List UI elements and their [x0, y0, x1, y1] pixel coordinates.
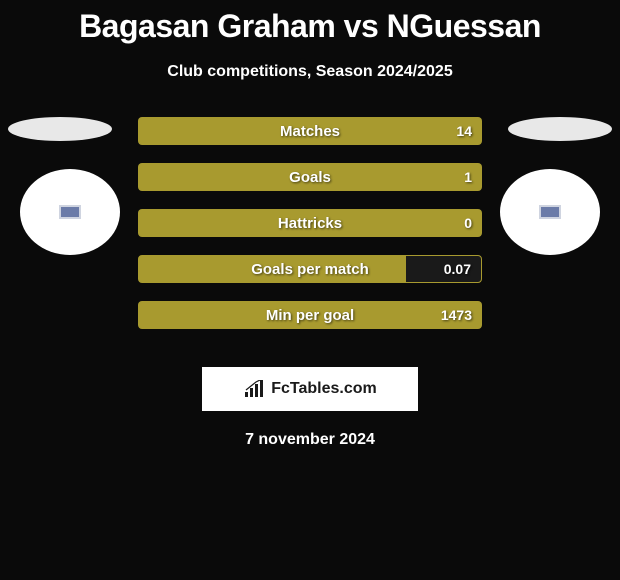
stat-bars: Matches 14 Goals 1 Hattricks 0 Goals per match… — [138, 117, 482, 347]
stat-bar: Min per goal 1473 — [138, 301, 482, 329]
stat-label: Min per goal — [266, 307, 354, 324]
stat-bar: Matches 14 — [138, 117, 482, 145]
stat-value-right: 1 — [464, 169, 472, 185]
stat-value-right: 0 — [464, 215, 472, 231]
stat-value-right: 0.07 — [444, 261, 471, 277]
stat-bar: Hattricks 0 — [138, 209, 482, 237]
player-left-avatar — [20, 169, 120, 255]
stat-bar: Goals 1 — [138, 163, 482, 191]
stat-value-right: 1473 — [441, 307, 472, 323]
player-right-ellipse — [508, 117, 612, 141]
stats-container: Matches 14 Goals 1 Hattricks 0 Goals per match… — [0, 117, 620, 347]
page-title: Bagasan Graham vs NGuessan — [0, 0, 620, 45]
player-right-avatar — [500, 169, 600, 255]
date-label: 7 november 2024 — [0, 431, 620, 449]
flag-icon — [59, 205, 81, 219]
stat-label: Goals per match — [251, 261, 369, 278]
page-subtitle: Club competitions, Season 2024/2025 — [0, 63, 620, 81]
chart-icon — [243, 380, 267, 398]
player-left-ellipse — [8, 117, 112, 141]
stat-label: Matches — [280, 123, 340, 140]
stat-bar: Goals per match 0.07 — [138, 255, 482, 283]
stat-label: Hattricks — [278, 215, 342, 232]
stat-value-right: 14 — [456, 123, 472, 139]
stat-label: Goals — [289, 169, 331, 186]
logo-text: FcTables.com — [271, 380, 377, 398]
flag-icon — [539, 205, 561, 219]
logo-box[interactable]: FcTables.com — [202, 367, 418, 411]
